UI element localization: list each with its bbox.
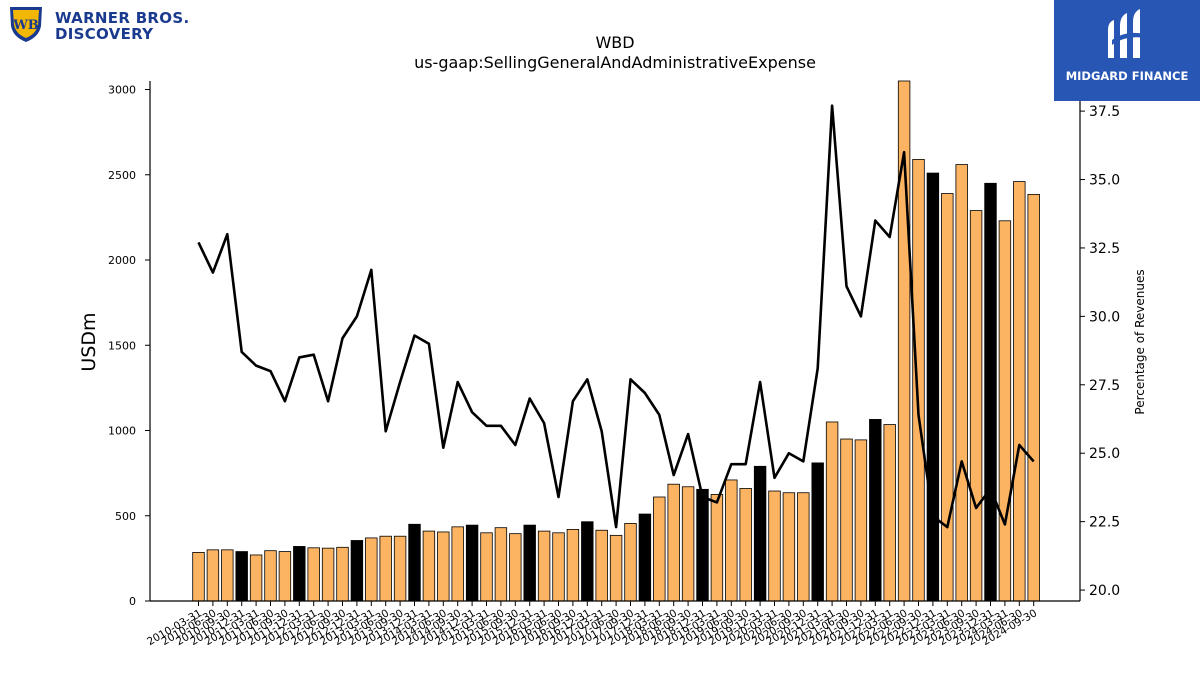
warner-bros-discovery-logo: WB WARNER BROS. DISCOVERY [6, 4, 196, 44]
bar-2021-03-31 [825, 421, 839, 602]
wb-wordmark-line1: WARNER BROS. [55, 9, 190, 27]
bar-2020-03-31 [768, 490, 781, 602]
bar-2023-09-30 [969, 210, 983, 602]
bar-2018-12-31 [696, 488, 709, 602]
bar-2023-06-30 [955, 164, 968, 602]
bar-2017-12-31 [638, 513, 652, 602]
bar-2014-03-31 [422, 530, 436, 602]
y-tick-label: 3000 [108, 84, 136, 97]
y2-tick-label: 25.0 [1089, 446, 1120, 462]
bar-2012-06-30 [321, 547, 335, 602]
bar-2019-09-30 [739, 488, 752, 602]
bar-2016-06-30 [552, 532, 565, 602]
bar-2013-06-30 [379, 535, 392, 602]
bar-2015-12-31 [523, 524, 536, 602]
bar-2016-09-30 [566, 528, 580, 602]
bar-2013-12-31 [408, 523, 421, 602]
bar-2021-09-30 [854, 439, 868, 602]
bar-2013-09-30 [393, 535, 407, 602]
bar-2010-06-30 [206, 549, 220, 602]
bar-2019-03-31 [710, 494, 724, 602]
midgard-wordmark: MIDGARD FINANCE [1065, 69, 1189, 83]
bar-2024-09-30 [1027, 193, 1040, 602]
y-tick-label: 500 [115, 510, 136, 523]
bar-2011-06-30 [264, 550, 277, 602]
bar-2014-09-30 [451, 526, 464, 602]
bar-2020-06-30 [782, 492, 796, 602]
bar-2021-06-30 [840, 438, 853, 602]
wb-wordmark-line2: DISCOVERY [55, 25, 154, 43]
y2-tick-label: 27.5 [1089, 378, 1120, 394]
bar-2024-06-30 [1013, 181, 1026, 602]
bar-2022-09-30 [912, 159, 925, 602]
midgard-emblem-icon [1108, 9, 1144, 58]
y2-tick-label: 22.5 [1089, 515, 1120, 531]
y-tick-label: 1500 [108, 339, 136, 352]
bar-2010-12-31 [235, 551, 248, 602]
bar-2017-03-31 [595, 529, 608, 602]
bar-2023-03-31 [941, 193, 954, 602]
bar-2015-09-30 [509, 533, 522, 602]
bar-2012-03-31 [307, 547, 320, 602]
bar-2018-09-30 [681, 486, 695, 602]
bar-2013-03-31 [365, 537, 378, 602]
chart-subtitle: us-gaap:SellingGeneralAndAdministrativeE… [414, 53, 816, 72]
bar-2020-09-30 [797, 492, 810, 602]
bar-2011-03-31 [249, 554, 263, 602]
bar-2018-03-31 [653, 496, 666, 602]
bar-2017-09-30 [624, 523, 637, 602]
bar-2023-12-31 [984, 182, 997, 602]
wb-shield-icon: WB [10, 7, 42, 42]
bar-2021-12-31 [869, 419, 882, 602]
y-tick-label: 2000 [108, 254, 136, 267]
y2-tick-label: 32.5 [1089, 241, 1120, 257]
bar-2017-06-30 [609, 534, 623, 602]
bar-2012-12-31 [350, 540, 364, 602]
bar-2022-03-31 [883, 424, 896, 602]
sga-percent-revenue-line [197, 104, 1035, 529]
y2-tick-label: 20.0 [1089, 583, 1120, 599]
bar-2016-12-31 [581, 521, 594, 602]
y2-tick-label: 37.5 [1089, 104, 1120, 120]
chart-title: WBD [595, 33, 634, 52]
bar-2015-03-31 [480, 532, 493, 602]
bar-2011-09-30 [278, 551, 292, 602]
bar-2010-09-30 [221, 549, 234, 602]
bar-2019-06-30 [725, 479, 738, 602]
bar-2010-03-31 [192, 552, 205, 602]
y-tick-label: 1000 [108, 425, 136, 438]
bar-2014-12-31 [465, 524, 479, 602]
wb-wordmark: WARNER BROS. DISCOVERY [55, 10, 189, 42]
y-axis-label: USDm [78, 312, 100, 371]
bar-2024-03-31 [998, 220, 1012, 602]
svg-text:WB: WB [12, 18, 39, 33]
y-tick-label: 0 [129, 595, 136, 608]
bar-2014-06-30 [437, 531, 450, 602]
y2-tick-label: 30.0 [1089, 309, 1120, 325]
bar-2018-06-30 [667, 483, 680, 602]
bar-2015-06-30 [494, 527, 508, 602]
midgard-finance-logo: MIDGARD FINANCE [1054, 0, 1200, 101]
y-tick-label: 2500 [108, 169, 136, 182]
bar-2012-09-30 [336, 546, 349, 602]
bar-2020-12-31 [811, 462, 824, 602]
bar-2016-03-31 [537, 530, 551, 602]
y2-tick-label: 35.0 [1089, 173, 1120, 189]
bar-2019-12-31 [753, 465, 767, 602]
bar-2011-12-31 [293, 546, 306, 602]
bar-2022-12-31 [926, 172, 940, 602]
y2-axis-label: Percentage of Revenues [1133, 269, 1147, 414]
